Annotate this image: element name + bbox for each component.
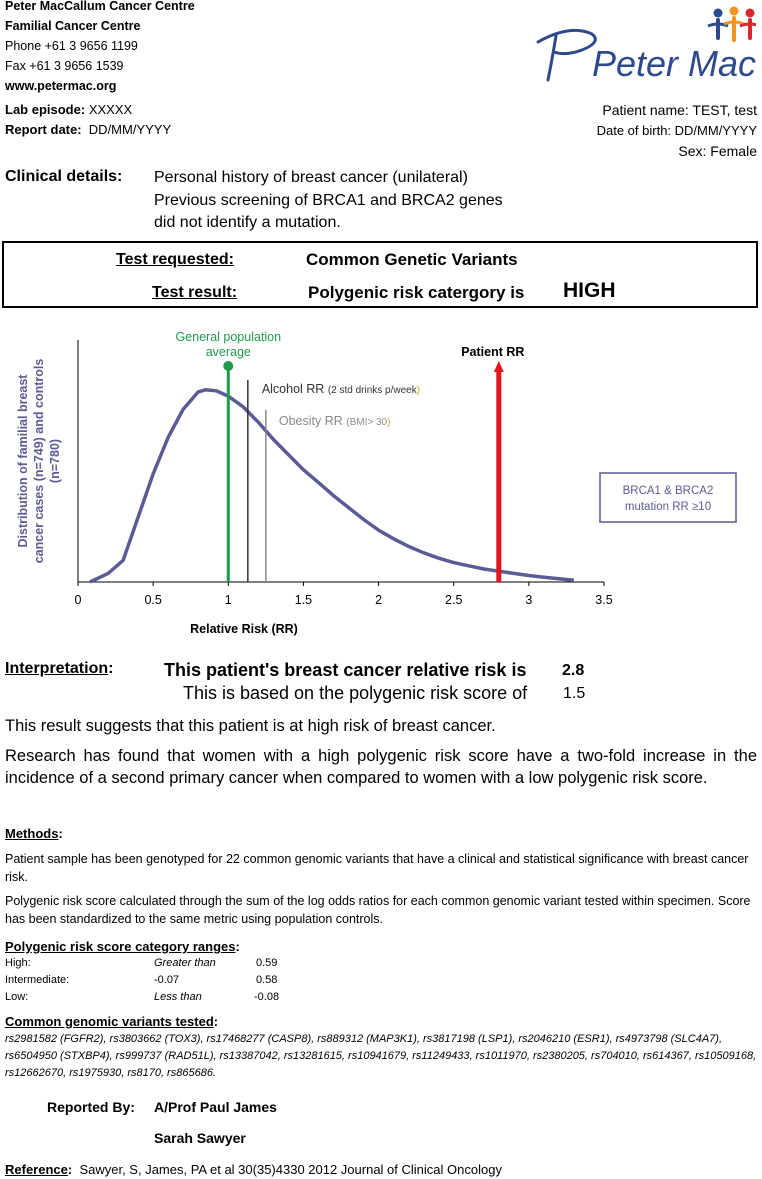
lab-episode: Lab episode: XXXXX <box>5 102 133 117</box>
alcohol-rr-label: Alcohol RR (2 std drinks p/week) <box>262 382 420 396</box>
y-axis-label: Distribution of familial breast cancer ca… <box>16 359 62 564</box>
result-summary: This result suggests that this patient i… <box>5 717 496 735</box>
brca-line-1: BRCA1 & BRCA2 <box>623 485 714 497</box>
reporter-2: Sarah Sawyer <box>154 1130 246 1146</box>
patient-rr-label: Patient RR <box>461 345 524 359</box>
population-label-1: General population <box>175 330 281 344</box>
range-low-operator: Less than <box>154 991 202 1003</box>
range-high-operator: Greater than <box>154 957 216 969</box>
distribution-curve <box>89 388 575 584</box>
population-label-2: average <box>206 345 251 359</box>
brca-line-2: mutation RR ≥10 <box>625 501 711 513</box>
result-level: HIGH <box>563 279 616 302</box>
clinical-line-1: Personal history of breast cancer (unila… <box>154 169 468 186</box>
fax-number: Fax +61 3 9656 1539 <box>5 59 124 73</box>
x-tick-label-5: 2.5 <box>445 593 462 607</box>
phone-number: Phone +61 3 9656 1199 <box>5 39 138 53</box>
department-name: Familial Cancer Centre <box>5 19 141 33</box>
clinical-line-3: did not identify a mutation. <box>154 214 341 231</box>
methods-paragraph-2: Polygenic risk score calculated through … <box>5 894 751 926</box>
population-average-dot <box>223 361 234 371</box>
logo-figures <box>707 6 756 42</box>
research-paragraph: Research has found that women with a hig… <box>5 747 757 787</box>
clinical-details-label: Clinical details: <box>5 168 123 185</box>
relative-risk-value: 2.8 <box>562 662 585 679</box>
interpretation-label: Interpretation: <box>5 660 114 677</box>
range-intermediate-label: Intermediate: <box>5 974 70 986</box>
interpretation-line-1: This patient's breast cancer relative ri… <box>164 660 527 680</box>
obesity-rr-label: Obesity RR (BMI> 30) <box>279 414 391 428</box>
range-intermediate-high: 0.58 <box>256 974 278 986</box>
org-name: Peter MacCallum Cancer Centre <box>5 0 195 13</box>
logo-text: Peter Mac <box>592 43 756 84</box>
polygenic-score-value: 1.5 <box>563 685 586 702</box>
x-tick-label-3: 1.5 <box>295 593 312 607</box>
test-requested-value: Common Genetic Variants <box>306 250 518 269</box>
patient-name: Patient name: TEST, test <box>602 102 757 118</box>
patient-sex: Sex: Female <box>678 143 757 159</box>
brca-box <box>599 472 737 523</box>
x-tick-label-1: 0.5 <box>144 593 161 607</box>
website: www.petermac.org <box>5 79 117 93</box>
ranges-title: Polygenic risk score category ranges: <box>5 939 240 954</box>
reporter-1: A/Prof Paul James <box>154 1099 277 1115</box>
patient-rr-arrowhead <box>493 361 504 372</box>
methods-paragraph-1: Patient sample has been genotyped for 22… <box>5 852 749 884</box>
variants-list: rs2981582 (FGFR2), rs3803662 (TOX3), rs1… <box>5 1033 757 1079</box>
relative-risk-chart: 0 0.5 1 1.5 2 2.5 3 3.5 General populationavera… <box>16 330 737 636</box>
range-low-label: Low: <box>5 991 29 1003</box>
methods-title: Methods: <box>5 826 63 841</box>
clinical-line-2: Previous screening of BRCA1 and BRCA2 ge… <box>154 192 503 209</box>
variants-title: Common genomic variants tested: <box>5 1014 219 1029</box>
range-high-label: High: <box>5 957 31 969</box>
range-low-value: -0.08 <box>254 991 280 1003</box>
interpretation-line-2: This is based on the polygenic risk scor… <box>183 683 528 703</box>
reference: Reference: Sawyer, S, James, PA et al 30… <box>5 1162 502 1177</box>
range-intermediate-low: -0.07 <box>154 974 180 986</box>
x-tick-label-2: 1 <box>225 593 232 607</box>
x-tick-label-6: 3 <box>525 593 532 607</box>
test-result-value: Polygenic risk catergory is <box>308 283 525 302</box>
date-of-birth: Date of birth: DD/MM/YYYY <box>596 123 757 138</box>
test-summary-box <box>2 241 758 308</box>
peter-mac-logo: Peter Mac <box>536 6 756 84</box>
test-requested-label: Test requested: <box>116 251 234 268</box>
report-date: Report date: DD/MM/YYYY <box>5 122 172 137</box>
reported-by-label: Reported By: <box>47 1099 135 1115</box>
x-tick-label-4: 2 <box>375 593 382 607</box>
x-tick-label-7: 3.5 <box>595 593 612 607</box>
test-result-label: Test result: <box>152 284 238 301</box>
range-high-value: 0.59 <box>256 957 278 969</box>
x-tick-label-0: 0 <box>75 593 82 607</box>
x-axis-label: Relative Risk (RR) <box>190 622 298 636</box>
